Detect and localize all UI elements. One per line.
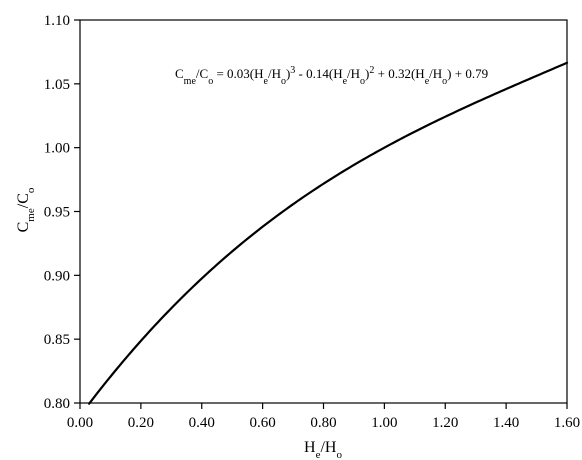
- x-axis-title: He/Ho: [304, 439, 342, 460]
- y-axis-title: Cme/Co: [15, 187, 37, 232]
- y-tick-label: 0.85: [44, 332, 70, 348]
- x-tick-label: 0.00: [67, 415, 93, 431]
- x-tick-label: 0.40: [189, 415, 215, 431]
- x-tick-label: 1.20: [432, 415, 458, 431]
- y-tick-label: 1.05: [44, 77, 70, 93]
- y-tick-label: 1.00: [44, 141, 70, 157]
- y-tick-label: 1.10: [44, 13, 70, 29]
- y-axis-tick-labels: 0.80 0.85 0.90 0.95 1.00 1.05 1.10: [44, 13, 70, 412]
- y-tick-label: 0.80: [44, 396, 70, 412]
- x-tick-label: 1.00: [371, 415, 397, 431]
- x-axis-ticks: [79, 403, 568, 409]
- x-axis-tick-labels: 0.00 0.20 0.40 0.60 0.80 1.00 1.20 1.40 1.60: [67, 415, 580, 431]
- series-line: [88, 61, 569, 405]
- x-tick-label: 1.60: [554, 415, 580, 431]
- y-axis-ticks: [74, 19, 80, 404]
- x-tick-label: 0.60: [250, 415, 276, 431]
- y-tick-label: 0.95: [44, 205, 70, 221]
- x-tick-label: 0.80: [310, 415, 336, 431]
- equation-annotation: Cme/Co = 0.03(He/Ho)3 - 0.14(He/Ho)2 + 0…: [175, 65, 488, 87]
- y-tick-label: 0.90: [44, 268, 70, 284]
- plot-area-frame: [79, 19, 568, 404]
- x-tick-label: 1.40: [493, 415, 519, 431]
- x-tick-label: 0.20: [128, 415, 154, 431]
